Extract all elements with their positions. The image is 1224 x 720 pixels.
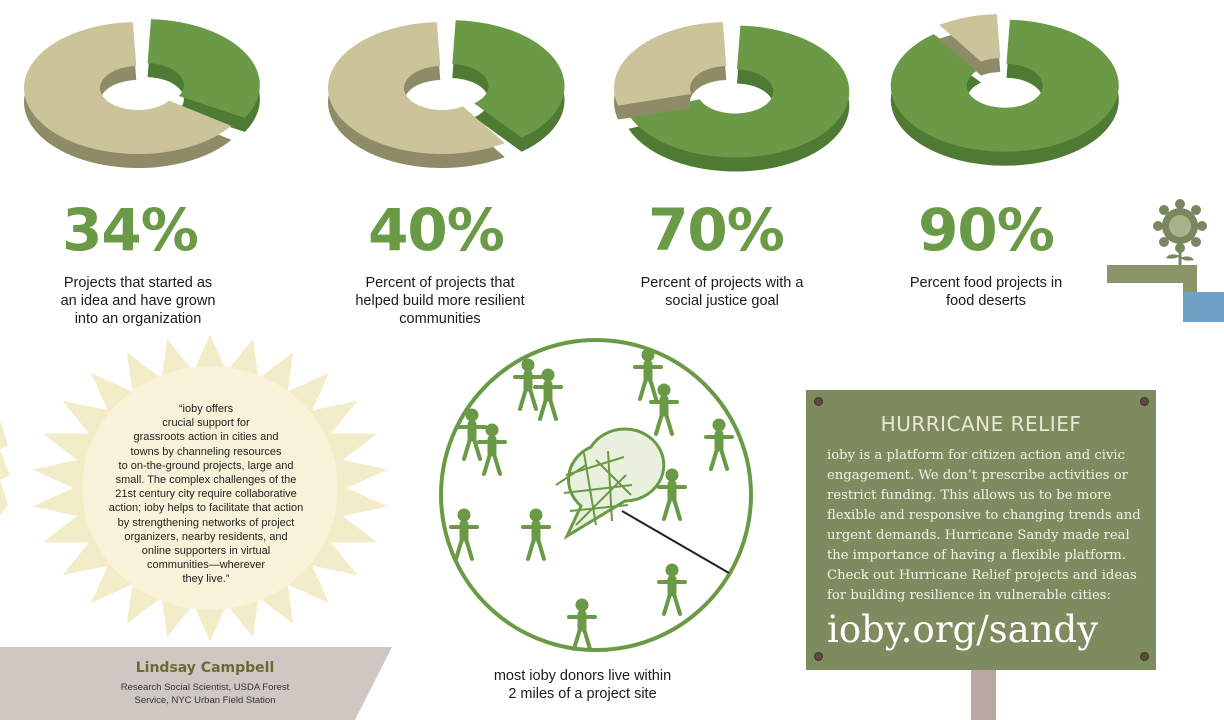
donut-segment-tan [614,22,727,120]
quote-text: “ioby offers crucial support for grassro… [108,403,304,586]
quote-author-name: Lindsay Campbell [135,660,275,676]
hurricane-relief-sign: HURRICANE RELIEF ioby is a platform for … [806,390,1156,670]
donut-segment-tan [24,22,232,168]
person-icon [704,418,734,471]
donut-segment-green [628,25,850,172]
donut-chart-2 [327,20,565,169]
person-icon [649,383,679,436]
sign-body: ioby is a platform for citizen action an… [827,448,1141,603]
person-icon [457,408,487,461]
stat-caption-3: Percent of projects with a social justic… [640,275,804,309]
person-icon [521,508,551,561]
sunflower-steps-illustration [1107,199,1224,322]
donut-chart-3 [614,22,850,172]
donut-segment-green [147,19,260,132]
stat-caption-1: Projects that started as an idea and hav… [60,275,216,327]
quote-footer-band [0,647,392,720]
sign-url-link[interactable]: ioby.org/sandy [827,608,1099,651]
person-icon [513,358,543,411]
donors-circle-illustration [439,338,753,652]
map-pin-icon [555,427,666,540]
donors-caption: most ioby donors live within 2 miles of … [493,668,672,702]
sign-bolt-icon [814,652,823,661]
stat-value-2: 40% [368,196,505,264]
person-icon [477,423,507,476]
sign-post [971,670,996,720]
sign-bolt-icon [814,397,823,406]
stat-value-1: 34% [62,196,199,264]
sign-bolt-icon [1140,652,1149,661]
donut-segment-tan [327,22,505,169]
quote-author-title: Research Social Scientist, USDA Forest S… [120,682,290,706]
person-icon [449,508,479,561]
person-icon [657,468,687,521]
stat-caption-4: Percent food projects in food deserts [909,275,1063,309]
donut-segment-green [452,20,565,152]
stat-value-3: 70% [648,196,785,264]
donut-segment-green [890,19,1119,166]
sunburst-quote-background [32,334,388,642]
sunburst-partial-left [0,420,10,515]
person-icon [533,368,563,421]
donut-chart-1 [24,19,260,168]
donut-chart-4 [890,14,1119,166]
stat-value-4: 90% [918,196,1055,264]
donut-segment-tan [939,14,1001,76]
person-icon [657,563,687,616]
stat-caption-2: Percent of projects that helped build mo… [355,275,525,327]
person-icon [633,348,663,401]
sign-title: HURRICANE RELIEF [880,412,1082,436]
person-icon [567,598,597,651]
sign-bolt-icon [1140,397,1149,406]
radius-line [621,510,730,574]
